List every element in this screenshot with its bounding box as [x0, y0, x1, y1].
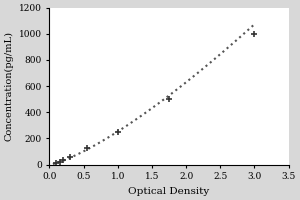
- Y-axis label: Concentration(pg/mL): Concentration(pg/mL): [4, 31, 13, 141]
- X-axis label: Optical Density: Optical Density: [128, 187, 210, 196]
